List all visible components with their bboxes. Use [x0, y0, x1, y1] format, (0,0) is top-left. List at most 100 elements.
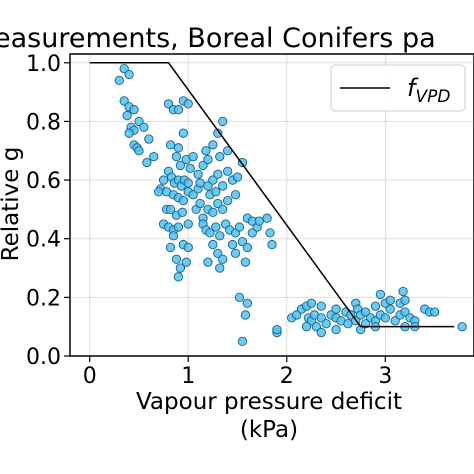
scatter-point — [119, 64, 129, 74]
legend-label-subscript: VPD — [415, 87, 450, 107]
scatter-point — [173, 143, 184, 153]
scatter-point — [208, 239, 218, 250]
scatter-point — [188, 151, 198, 162]
scatter-point — [208, 175, 218, 185]
scatter-point — [242, 298, 253, 308]
scatter-point — [119, 96, 129, 106]
scatter-point — [254, 216, 264, 226]
scatter-point — [181, 257, 191, 267]
scatter-point — [321, 319, 331, 329]
scatter-point — [237, 336, 248, 346]
scatter-point — [213, 198, 223, 209]
scatter-point — [171, 151, 182, 162]
y-axis-ticks: 0.0 0.2 0.4 0.6 0.8 1.0 — [26, 52, 70, 370]
scatter-point — [215, 231, 225, 241]
scatter-point — [218, 204, 228, 215]
scatter-point — [178, 195, 188, 206]
scatter-point — [237, 237, 248, 247]
x-axis-ticks: 0 1 2 3 — [83, 356, 392, 389]
scatter-point — [165, 204, 176, 215]
scatter-point — [385, 295, 395, 305]
scatter-point — [211, 187, 221, 197]
scatter-point — [195, 178, 205, 188]
scatter-point — [380, 313, 390, 323]
scatter-point — [122, 110, 132, 121]
scatter-point — [208, 140, 218, 150]
scatter-point — [213, 248, 223, 259]
scatter-point — [168, 231, 179, 241]
scatter-point — [232, 172, 243, 182]
scatter-point — [183, 219, 193, 229]
scatter-point — [163, 99, 174, 109]
scatter-point — [173, 105, 184, 115]
scatter-point — [230, 190, 241, 200]
scatter-point — [247, 228, 257, 238]
scatter-point — [218, 116, 228, 127]
x-tick-label: 1 — [181, 364, 195, 389]
y-tick-label: 1.0 — [26, 52, 61, 77]
scatter-point — [429, 307, 440, 317]
scatter-point — [185, 163, 195, 173]
scatter-points — [114, 64, 467, 346]
scatter-point — [213, 128, 223, 138]
scatter-point — [457, 322, 467, 332]
x-tick-label: 3 — [378, 364, 392, 389]
chart-title: easurements, Boreal Conifers pa — [0, 23, 436, 54]
scatter-point — [267, 239, 277, 250]
scatter-point — [134, 146, 144, 156]
x-axis-label: Vapour pressure deficit — [136, 389, 402, 415]
scatter-point — [265, 228, 275, 238]
y-tick-label: 0.0 — [26, 345, 61, 370]
scatter-point — [173, 272, 184, 282]
scatter-point — [291, 310, 302, 320]
scatter-point — [360, 319, 371, 329]
scatter-point — [142, 157, 152, 168]
scatter-point — [129, 105, 139, 115]
y-tick-label: 0.4 — [26, 228, 61, 253]
scatter-point — [400, 307, 410, 317]
plot-area-frame — [69, 53, 474, 357]
scatter-point — [193, 169, 203, 179]
scatter-point — [316, 327, 326, 338]
x-tick-label: 2 — [280, 364, 294, 389]
scatter-point — [223, 195, 233, 206]
scatter-point — [272, 324, 282, 335]
scatter-point — [178, 128, 188, 138]
scatter-point — [154, 187, 164, 197]
scatter-point — [331, 304, 341, 314]
legend: fVPD — [330, 64, 466, 112]
scatter-point — [183, 242, 193, 253]
y-tick-label: 0.2 — [26, 286, 61, 311]
scatter-point — [203, 257, 213, 267]
scatter-point — [370, 301, 381, 311]
scatter-point — [234, 222, 245, 232]
scatter-point — [203, 154, 213, 165]
scatter-point — [262, 213, 272, 223]
scatter-point — [158, 175, 169, 185]
scatter-point — [124, 128, 134, 138]
scatter-point — [343, 319, 353, 329]
scatter-point — [165, 242, 176, 253]
scatter-point — [400, 295, 410, 305]
scatter-point — [311, 322, 321, 332]
y-tick-label: 0.8 — [26, 110, 61, 135]
scatter-point — [230, 248, 241, 259]
scatter-point — [234, 292, 245, 303]
scatter-point — [183, 178, 193, 188]
scatter-point — [215, 263, 225, 273]
scatter-point — [242, 242, 253, 253]
fvpd-line — [89, 62, 455, 328]
scatter-point — [218, 181, 228, 191]
scatter-point — [198, 160, 208, 171]
scatter-point — [331, 324, 341, 335]
scatter-point — [175, 160, 186, 171]
scatter-point — [213, 169, 223, 179]
scatter-point — [227, 239, 238, 250]
scatter-point — [240, 257, 251, 267]
scatter-point — [218, 254, 228, 264]
scatter-point — [139, 122, 149, 132]
fvpd-line-group — [89, 62, 455, 328]
scatter-point — [390, 316, 400, 326]
scatter-point — [171, 254, 182, 264]
